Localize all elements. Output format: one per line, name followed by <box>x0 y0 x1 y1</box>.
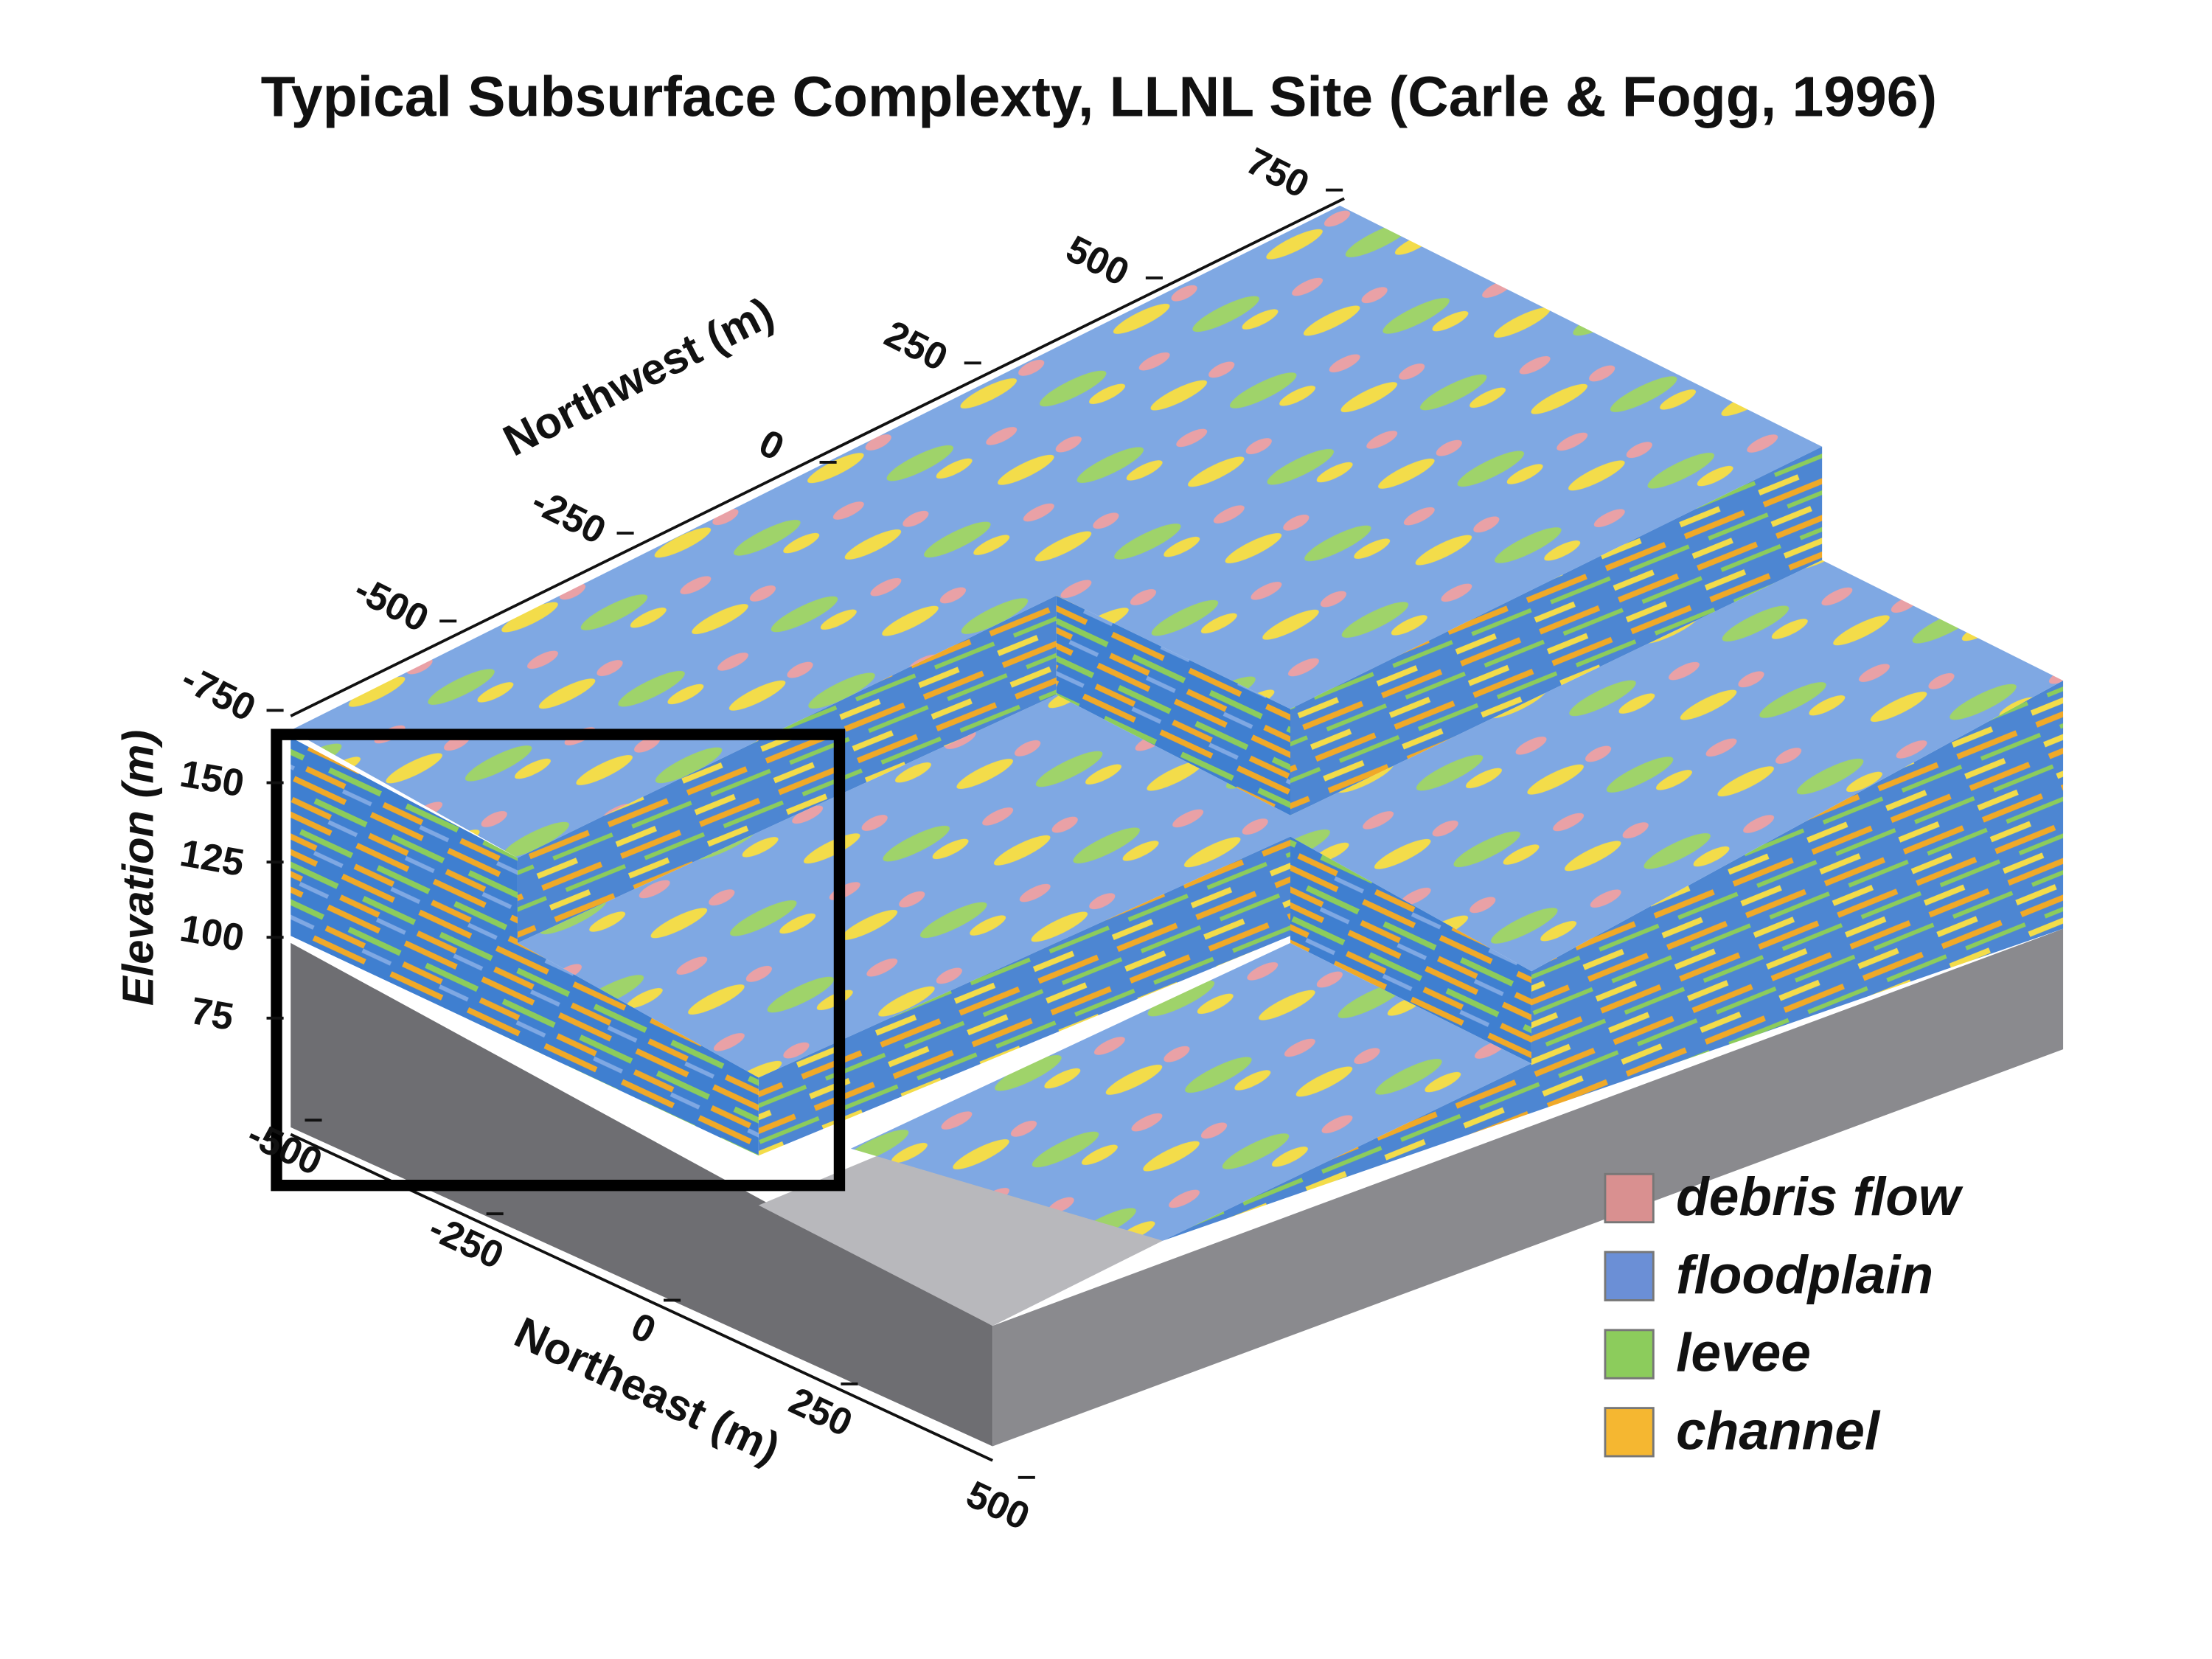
tick-label: 0 <box>752 422 790 470</box>
middle-front-face <box>758 836 1290 1156</box>
upper-tier-top <box>291 205 1823 858</box>
tick-label: 100 <box>177 907 247 960</box>
tick-label: 500 <box>960 1473 1036 1539</box>
tick-label: 125 <box>177 832 247 885</box>
tick-label: 150 <box>177 752 247 805</box>
legend-label: channel <box>1676 1401 1881 1461</box>
tick-label: 0 <box>625 1305 662 1353</box>
base-left-face <box>291 942 993 1447</box>
upper-front-face <box>517 595 1057 943</box>
axis-title: Elevation (m) <box>114 730 163 1006</box>
axis-title: Northwest (m) <box>495 288 781 466</box>
tick-label: -750 <box>175 657 262 730</box>
base-right-face <box>992 928 2064 1447</box>
legend-label: floodplain <box>1676 1245 1933 1305</box>
legend-label: debris flow <box>1676 1167 1964 1227</box>
legend-swatch <box>1604 1329 1655 1380</box>
legend-swatch <box>1604 1407 1655 1458</box>
tick-label: -500 <box>347 568 435 641</box>
middle-notch-face <box>1290 836 1531 1064</box>
legend-label: levee <box>1676 1324 1811 1383</box>
upper-right-face <box>1290 446 1823 815</box>
right-face <box>1162 681 2064 1241</box>
northwest-axis <box>290 197 1345 717</box>
middle-tier-top <box>517 560 2064 1078</box>
legend: debris flow floodplain levee channel <box>1604 1167 1964 1461</box>
title: Typical Subsurface Complexty, LLNL Site … <box>261 66 1938 129</box>
tick-label: 500 <box>1060 228 1136 295</box>
tick-label: 250 <box>878 313 955 380</box>
highlight-box <box>271 728 846 1192</box>
tick-label: 750 <box>1239 139 1316 206</box>
tick-label: 250 <box>782 1380 858 1445</box>
legend-swatch <box>1604 1251 1655 1301</box>
lower-tier-top <box>850 942 1531 1241</box>
legend-swatch <box>1604 1172 1655 1224</box>
upper-notch-face <box>1056 595 1290 815</box>
base-floor <box>758 1134 1163 1326</box>
tick-label: -250 <box>525 480 613 553</box>
left-face <box>291 737 759 1156</box>
tick-label: 75 <box>187 990 237 1039</box>
